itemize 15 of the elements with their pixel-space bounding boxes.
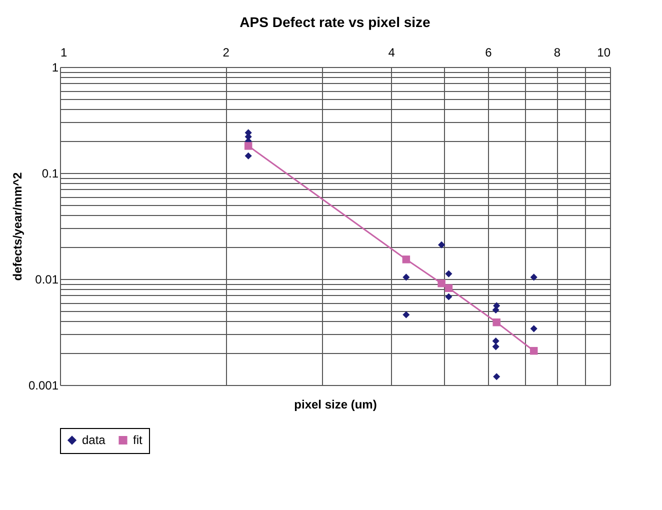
x-tick-label: 1 (60, 46, 68, 60)
x-tick-label: 6 (485, 46, 492, 60)
x-tick-label: 8 (554, 46, 561, 60)
chart-title: APS Defect rate vs pixel size (240, 14, 431, 30)
x-axis-title: pixel size (um) (294, 398, 377, 412)
y-tick-label: 0.001 (28, 378, 59, 392)
y-tick-label: 0.1 (42, 166, 59, 180)
x-tick-label: 2 (222, 46, 230, 60)
y-tick-label: 1 (52, 60, 59, 74)
x-tick-label: 10 (597, 46, 611, 60)
x-tick-label: 4 (388, 46, 396, 60)
legend-label: data (82, 433, 106, 448)
y-tick-label: 0.01 (35, 272, 59, 286)
legend-label: fit (133, 433, 143, 448)
y-axis-title: defects/year/mm^2 (10, 172, 24, 281)
